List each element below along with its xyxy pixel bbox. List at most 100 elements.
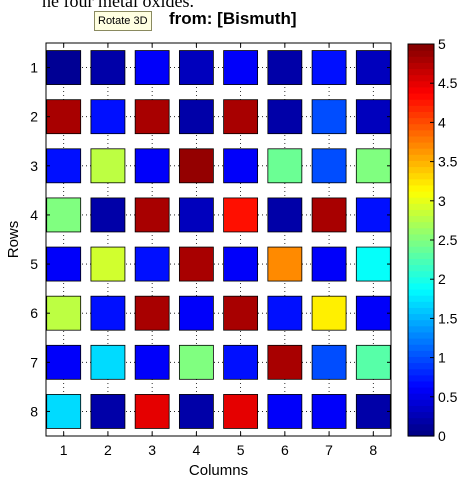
colorbar-segment bbox=[408, 362, 434, 370]
heatmap-cell bbox=[134, 197, 170, 233]
colorbar-segment bbox=[408, 215, 434, 223]
heatmap-cell bbox=[178, 246, 214, 282]
heatmap-cell bbox=[355, 99, 391, 135]
colorbar-segment bbox=[408, 276, 434, 284]
heatmap-cell bbox=[46, 50, 82, 85]
heatmap-cell bbox=[90, 246, 126, 282]
heatmap-cell bbox=[311, 295, 347, 331]
colorbar-segment bbox=[408, 417, 434, 425]
colorbar-segment bbox=[408, 62, 434, 70]
colorbar-segment bbox=[408, 289, 434, 296]
colorbar-segment bbox=[408, 154, 434, 161]
colorbar-segment bbox=[408, 240, 434, 247]
y-tick-label: 6 bbox=[30, 305, 38, 321]
colorbar-segment bbox=[408, 233, 434, 241]
heatmap-cell bbox=[134, 99, 170, 135]
chart-title: from: [Bismuth] bbox=[169, 9, 297, 28]
colorbar-segment bbox=[408, 184, 434, 192]
colorbar-segment bbox=[408, 68, 434, 76]
colorbar-tick-label: 3 bbox=[438, 193, 446, 209]
colorbar-segment bbox=[408, 252, 434, 259]
colorbar-segment bbox=[408, 313, 434, 321]
colorbar-segment bbox=[408, 166, 434, 174]
colorbar-segment bbox=[408, 325, 434, 333]
heatmap-cell bbox=[267, 344, 303, 380]
heatmap-cell bbox=[46, 99, 82, 135]
colorbar-segment bbox=[408, 350, 434, 357]
colorbar-segment bbox=[408, 117, 434, 125]
colorbar-segment bbox=[408, 74, 434, 82]
colorbar-segment bbox=[408, 99, 434, 106]
y-tick-label: 8 bbox=[30, 403, 38, 419]
colorbar-tick-label: 5 bbox=[438, 36, 446, 52]
colorbar-segment bbox=[408, 111, 434, 119]
heatmap-cell bbox=[134, 50, 170, 85]
heatmap-cell bbox=[90, 197, 126, 233]
x-tick-label: 4 bbox=[192, 442, 200, 458]
heatmap-cell bbox=[134, 246, 170, 282]
colorbar-segment bbox=[408, 344, 434, 351]
colorbar-segment bbox=[408, 142, 434, 149]
x-tick-label: 6 bbox=[281, 442, 289, 458]
heatmap-cell bbox=[267, 246, 303, 282]
heatmap-cell bbox=[223, 148, 259, 184]
colorbar-segment bbox=[408, 197, 434, 204]
y-tick-label: 3 bbox=[30, 158, 38, 174]
colorbar-segment bbox=[408, 270, 434, 278]
heatmap-cell bbox=[134, 295, 170, 331]
heatmap-cell bbox=[311, 148, 347, 184]
colorbar-segment bbox=[408, 129, 434, 137]
colorbar-segment bbox=[408, 331, 434, 339]
y-tick-label: 2 bbox=[30, 109, 38, 125]
heatmap-cell bbox=[223, 394, 259, 429]
colorbar-tick-label: 2 bbox=[438, 271, 446, 287]
heatmap-cell bbox=[267, 394, 303, 429]
colorbar-segment bbox=[408, 178, 434, 186]
colorbar-segment bbox=[408, 387, 434, 394]
colorbar-segment bbox=[408, 307, 434, 315]
colorbar-segment bbox=[408, 393, 434, 400]
colorbar-segment bbox=[408, 258, 434, 266]
heatmap-cell bbox=[90, 394, 126, 429]
colorbar-segment bbox=[408, 295, 434, 302]
heatmap-cell bbox=[311, 394, 347, 429]
colorbar-segment bbox=[408, 191, 434, 198]
colorbar-segment bbox=[408, 50, 434, 57]
heatmap-cell bbox=[267, 99, 303, 135]
heatmap-cell bbox=[223, 99, 259, 135]
heatmap-cell bbox=[355, 148, 391, 184]
heatmap-cell bbox=[355, 197, 391, 233]
colorbar-segment bbox=[408, 56, 434, 63]
colorbar-segment bbox=[408, 105, 434, 112]
heatmap-cell bbox=[178, 344, 214, 380]
colorbar-segment bbox=[408, 203, 434, 210]
heatmap-cell bbox=[90, 50, 126, 85]
colorbar-segment bbox=[408, 93, 434, 100]
heatmap-cell bbox=[90, 99, 126, 135]
x-tick-label: 1 bbox=[60, 442, 68, 458]
heatmap-cell bbox=[311, 344, 347, 380]
heatmap-cell bbox=[355, 295, 391, 331]
colorbar-segment bbox=[408, 246, 434, 253]
heatmap-cell bbox=[311, 246, 347, 282]
heatmap-cell bbox=[46, 148, 82, 184]
colorbar-segment bbox=[408, 221, 434, 229]
heatmap-cell bbox=[267, 50, 303, 85]
colorbar-segment bbox=[408, 160, 434, 168]
colorbar-segment bbox=[408, 411, 434, 419]
x-tick-label: 2 bbox=[104, 442, 112, 458]
colorbar-segment bbox=[408, 338, 434, 345]
heatmap-cell bbox=[267, 295, 303, 331]
heatmap-cell bbox=[134, 148, 170, 184]
heatmap-cell bbox=[311, 197, 347, 233]
colorbar-tick-label: 0 bbox=[438, 428, 446, 444]
y-tick-label: 5 bbox=[30, 256, 38, 272]
x-tick-label: 8 bbox=[369, 442, 377, 458]
colorbar-segment bbox=[408, 135, 434, 143]
colorbar-segment bbox=[408, 282, 434, 290]
heatmap-cell bbox=[178, 99, 214, 135]
x-tick-label: 7 bbox=[325, 442, 333, 458]
colorbar-segment bbox=[408, 148, 434, 155]
